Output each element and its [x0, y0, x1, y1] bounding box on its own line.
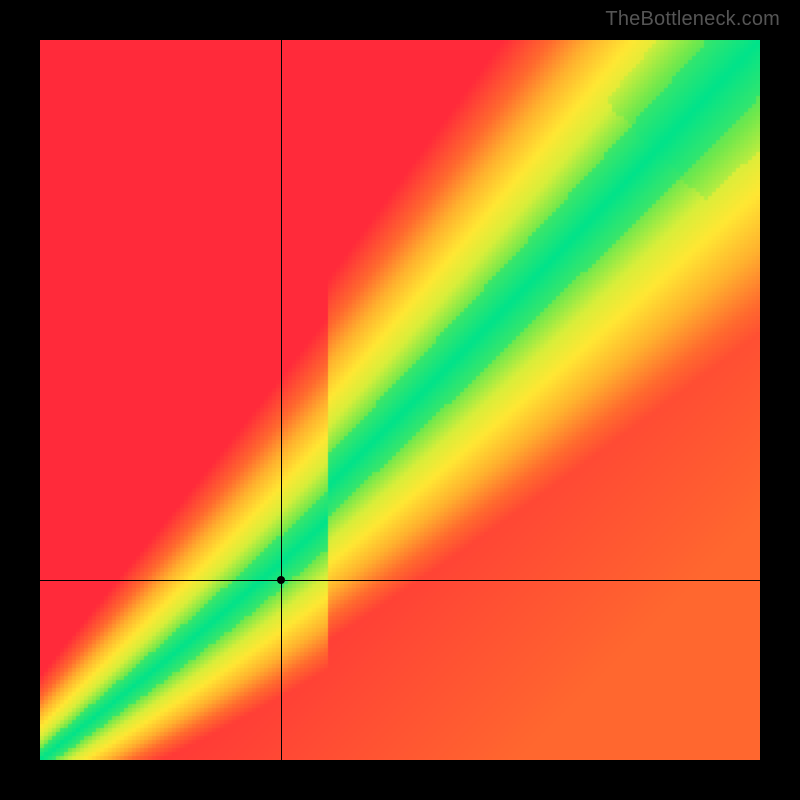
watermark-text: TheBottleneck.com: [605, 8, 780, 31]
plot-area: [40, 40, 760, 760]
crosshair-vertical: [281, 40, 282, 760]
figure-container: TheBottleneck.com: [0, 0, 800, 800]
crosshair-marker: [277, 576, 285, 584]
heatmap-canvas: [40, 40, 760, 760]
crosshair-horizontal: [40, 580, 760, 581]
